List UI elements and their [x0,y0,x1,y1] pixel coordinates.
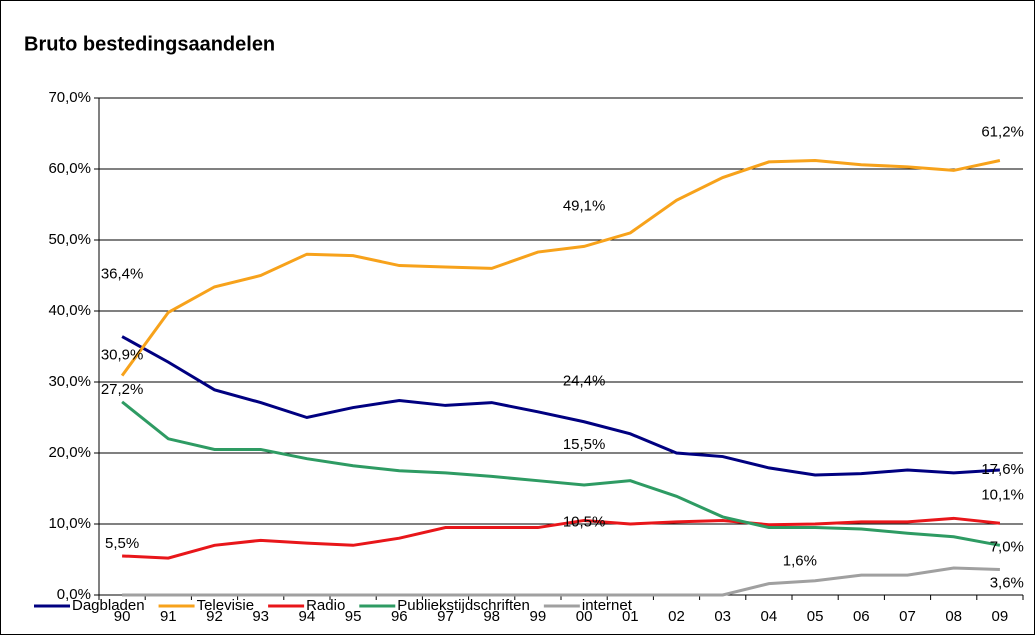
x-tick-label: 00 [576,608,593,625]
x-tick-label: 02 [668,608,685,625]
y-tick-label: 0,0% [57,586,91,603]
y-tick-label: 20,0% [48,444,91,461]
data-label: 7,0% [990,538,1024,555]
data-label: 10,5% [563,513,606,530]
x-tick-label: 07 [899,608,916,625]
series-line [122,516,1001,560]
x-tick-label: 06 [853,608,870,625]
x-tick-label: 97 [437,608,454,625]
x-tick-label: 99 [530,608,547,625]
series-line [120,158,1001,377]
x-tick-label: 05 [807,608,824,625]
data-label: 15,5% [563,436,606,453]
x-tick-label: 08 [945,608,962,625]
x-tick-label: 09 [992,608,1009,625]
x-tick-label: 95 [345,608,362,625]
x-tick-label: 94 [299,608,316,625]
data-label: 27,2% [101,381,144,398]
legend-label: Dagbladen [72,597,145,614]
x-tick-label: 04 [761,608,778,625]
x-tick-label: 01 [622,608,639,625]
y-tick-label: 40,0% [48,302,91,319]
x-tick-label: 92 [206,608,223,625]
y-tick-label: 30,0% [48,373,91,390]
legend-label: internet [582,597,633,614]
x-tick-label: 98 [483,608,500,625]
data-label: 24,4% [563,373,606,390]
data-label: 10,1% [981,486,1024,503]
data-label: 1,6% [783,553,817,570]
legend-label: Publiekstijdschriften [397,597,530,614]
x-tick-label: 03 [714,608,731,625]
legend-label: Radio [306,597,345,614]
legend-label: Televisie [197,597,255,614]
data-label: 36,4% [101,266,144,283]
x-tick-label: 93 [252,608,269,625]
y-tick-label: 70,0% [48,89,91,106]
x-tick-label: 90 [114,608,131,625]
chart-title: Bruto bestedingsaandelen [24,33,275,55]
y-tick-label: 60,0% [48,160,91,177]
data-label: 61,2% [981,123,1024,140]
data-label: 17,6% [981,461,1024,478]
x-tick-label: 91 [160,608,177,625]
y-tick-label: 50,0% [48,231,91,248]
data-label: 49,1% [563,197,606,214]
series-line [122,566,1000,597]
series-line [121,400,1001,547]
data-label: 30,9% [101,347,144,364]
data-label: 3,6% [990,574,1024,591]
y-tick-label: 10,0% [48,515,91,532]
data-label: 5,5% [105,535,139,552]
series-line [121,335,1000,477]
x-tick-label: 96 [391,608,408,625]
